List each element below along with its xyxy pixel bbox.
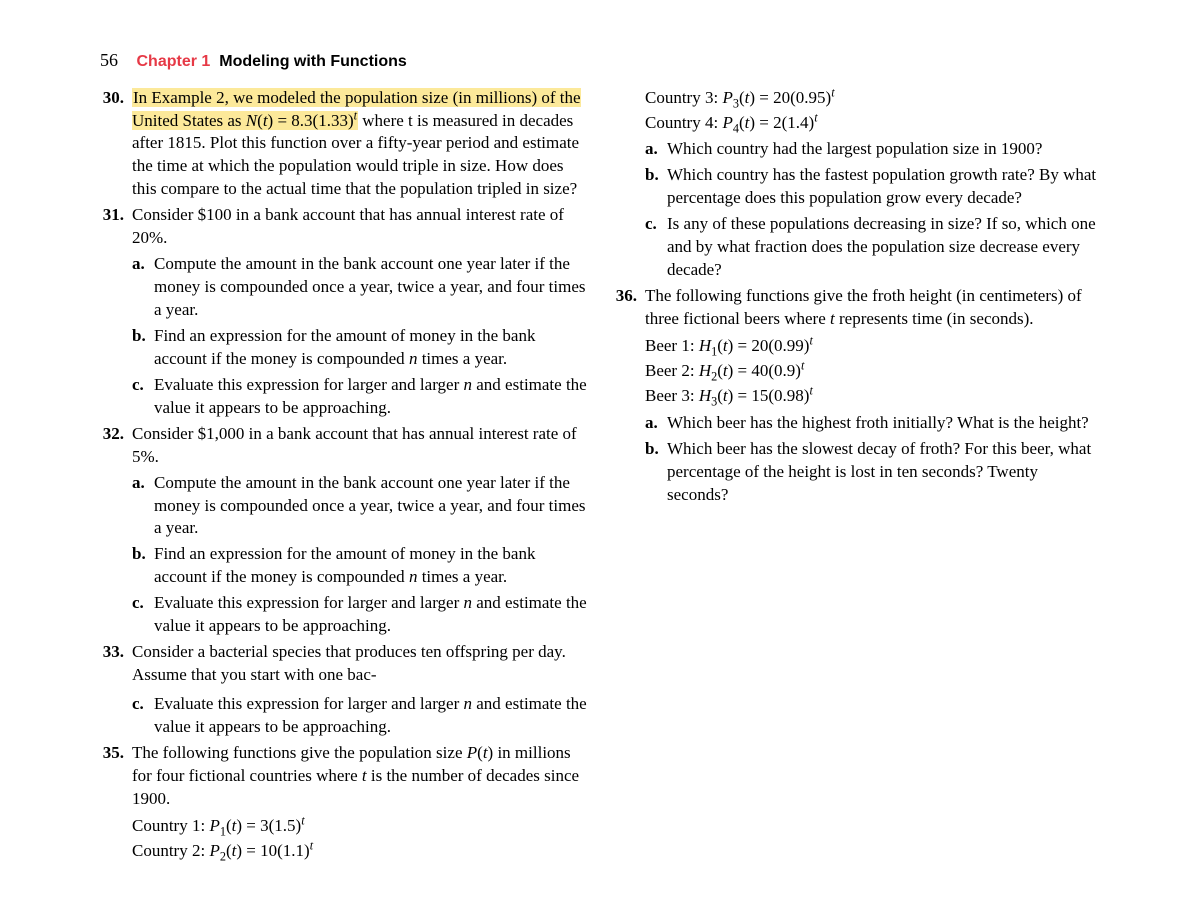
subpart-b: b. Find an expression for the amount of … [132,543,587,589]
subpart-body: Evaluate this expression for larger and … [154,374,587,420]
problem-31: 31. Consider $100 in a bank account that… [100,204,587,419]
subpart-body: Find an expression for the amount of mon… [154,543,587,589]
problem-number: 32. [100,423,132,446]
subpart-label: a. [645,138,667,161]
subpart-a: a. Compute the amount in the bank accoun… [132,253,587,322]
subpart-label: a. [132,253,154,276]
equation: Beer 3: H3(t) = 15(0.98)t [645,385,1100,408]
chapter-title: Modeling with Functions [215,53,407,70]
subpart-body: Which country has the fastest population… [667,164,1100,210]
problem-number: 31. [100,204,132,227]
equation: Country 3: P3(t) = 20(0.95)t [645,87,1100,110]
problem-body: Consider a bacterial species that produc… [132,641,587,687]
subpart-c: c. Evaluate this expression for larger a… [132,592,587,638]
subpart-body: Evaluate this expression for larger and … [154,693,587,739]
equation-list: Beer 1: H1(t) = 20(0.99)t Beer 2: H2(t) … [645,335,1100,408]
subpart-b: b. Which beer has the slowest decay of f… [645,438,1100,507]
equation: Beer 2: H2(t) = 40(0.9)t [645,360,1100,383]
subpart-c: c. Is any of these populations decreasin… [645,213,1100,282]
subpart-label: b. [132,543,154,566]
subpart-body: Is any of these populations decreasing i… [667,213,1100,282]
subpart-label: b. [645,438,667,461]
subpart-c: c. Evaluate this expression for larger a… [132,693,587,739]
page-number: 56 [100,50,118,70]
subpart-label: b. [132,325,154,348]
subpart-body: Which country had the largest population… [667,138,1100,161]
subpart-body: Evaluate this expression for larger and … [154,592,587,638]
subpart-label: c. [645,213,667,236]
problem-number: 36. [613,285,645,308]
subpart-label: c. [132,374,154,397]
problem-number: 35. [100,742,132,765]
subpart-label: a. [132,472,154,495]
problem-30: 30. In Example 2, we modeled the populat… [100,87,587,202]
problem-body: In Example 2, we modeled the population … [132,87,587,202]
subpart-c: c. Evaluate this expression for larger a… [132,374,587,420]
subpart-a: a. Which beer has the highest froth init… [645,412,1100,435]
problem-number: 30. [100,87,132,110]
problem-34c-fragment: c. Evaluate this expression for larger a… [100,690,587,739]
subpart-a: a. Which country had the largest populat… [645,138,1100,161]
subpart-body: Which beer has the highest froth initial… [667,412,1100,435]
problem-columns: 30. In Example 2, we modeled the populat… [100,87,1100,877]
equation: Country 1: P1(t) = 3(1.5)t [132,815,587,838]
problem-33: 33. Consider a bacterial species that pr… [100,641,587,687]
subpart-body: Compute the amount in the bank account o… [154,472,587,541]
subpart-label: b. [645,164,667,187]
subpart-label: a. [645,412,667,435]
subpart-body: Which beer has the slowest decay of frot… [667,438,1100,507]
subpart-body: Find an expression for the amount of mon… [154,325,587,371]
chapter-label: Chapter 1 [137,53,211,70]
problem-body: Consider $1,000 in a bank account that h… [132,423,587,638]
problem-32: 32. Consider $1,000 in a bank account th… [100,423,587,638]
equation: Country 2: P2(t) = 10(1.1)t [132,840,587,863]
subpart-label: c. [132,592,154,615]
subpart-label: c. [132,693,154,716]
equation: Country 4: P4(t) = 2(1.4)t [645,112,1100,135]
equation: Beer 1: H1(t) = 20(0.99)t [645,335,1100,358]
subpart-b: b. Which country has the fastest populat… [645,164,1100,210]
subpart-a: a. Compute the amount in the bank accoun… [132,472,587,541]
subpart-body: Compute the amount in the bank account o… [154,253,587,322]
problem-body: The following functions give the froth h… [645,285,1100,506]
problem-36: 36. The following functions give the fro… [613,285,1100,506]
problem-body: c. Evaluate this expression for larger a… [132,690,587,739]
subpart-b: b. Find an expression for the amount of … [132,325,587,371]
page-header: 56 Chapter 1 Modeling with Functions [100,48,1100,73]
problem-body: Consider $100 in a bank account that has… [132,204,587,419]
problem-number: 33. [100,641,132,664]
